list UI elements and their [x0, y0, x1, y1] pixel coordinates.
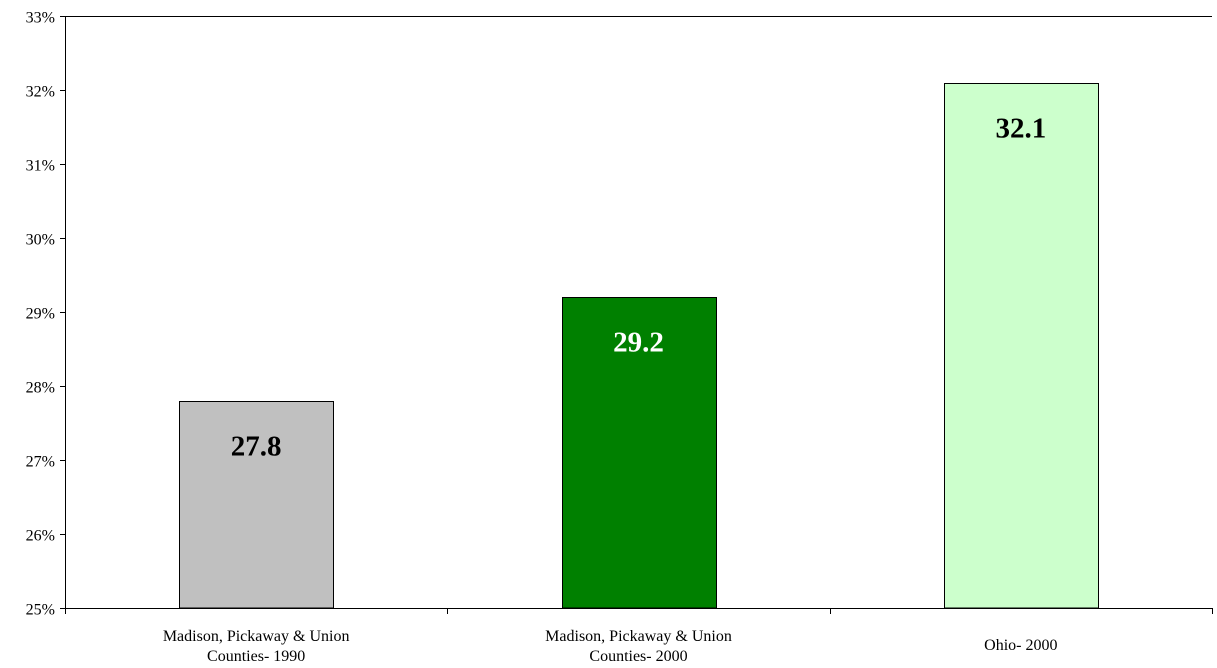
bars	[178, 82, 1100, 609]
y-tick-label: 33%	[26, 10, 55, 27]
bar-value-label: 27.8	[231, 431, 282, 463]
y-tick-label: 28%	[26, 380, 55, 397]
x-category-label: Counties- 1990	[207, 648, 305, 665]
y-tick-label: 26%	[26, 528, 55, 545]
y-tick-label: 31%	[26, 158, 55, 175]
tick-labels: 25% 26% 27% 28% 29% 30% 31% 32% 33% Madison, Pick…	[26, 10, 1058, 666]
x-category-label: Ohio- 2000	[984, 637, 1057, 654]
bar-value-label: 29.2	[613, 327, 664, 359]
bar	[178, 400, 335, 609]
bar	[561, 296, 718, 609]
x-category-label: Madison, Pickaway & Union	[545, 628, 732, 645]
y-tick-label: 32%	[26, 84, 55, 101]
y-tick-label: 25%	[26, 602, 55, 619]
x-category-label: Counties- 2000	[589, 648, 687, 665]
y-tick-label: 30%	[26, 232, 55, 249]
bar-value-label: 32.1	[995, 113, 1046, 145]
y-tick-label: 27%	[26, 454, 55, 471]
data-labels: 27.8 29.2 32.1	[231, 113, 1046, 463]
x-category-label: Madison, Pickaway & Union	[163, 628, 350, 645]
bar	[943, 82, 1100, 609]
y-tick-label: 29%	[26, 306, 55, 323]
